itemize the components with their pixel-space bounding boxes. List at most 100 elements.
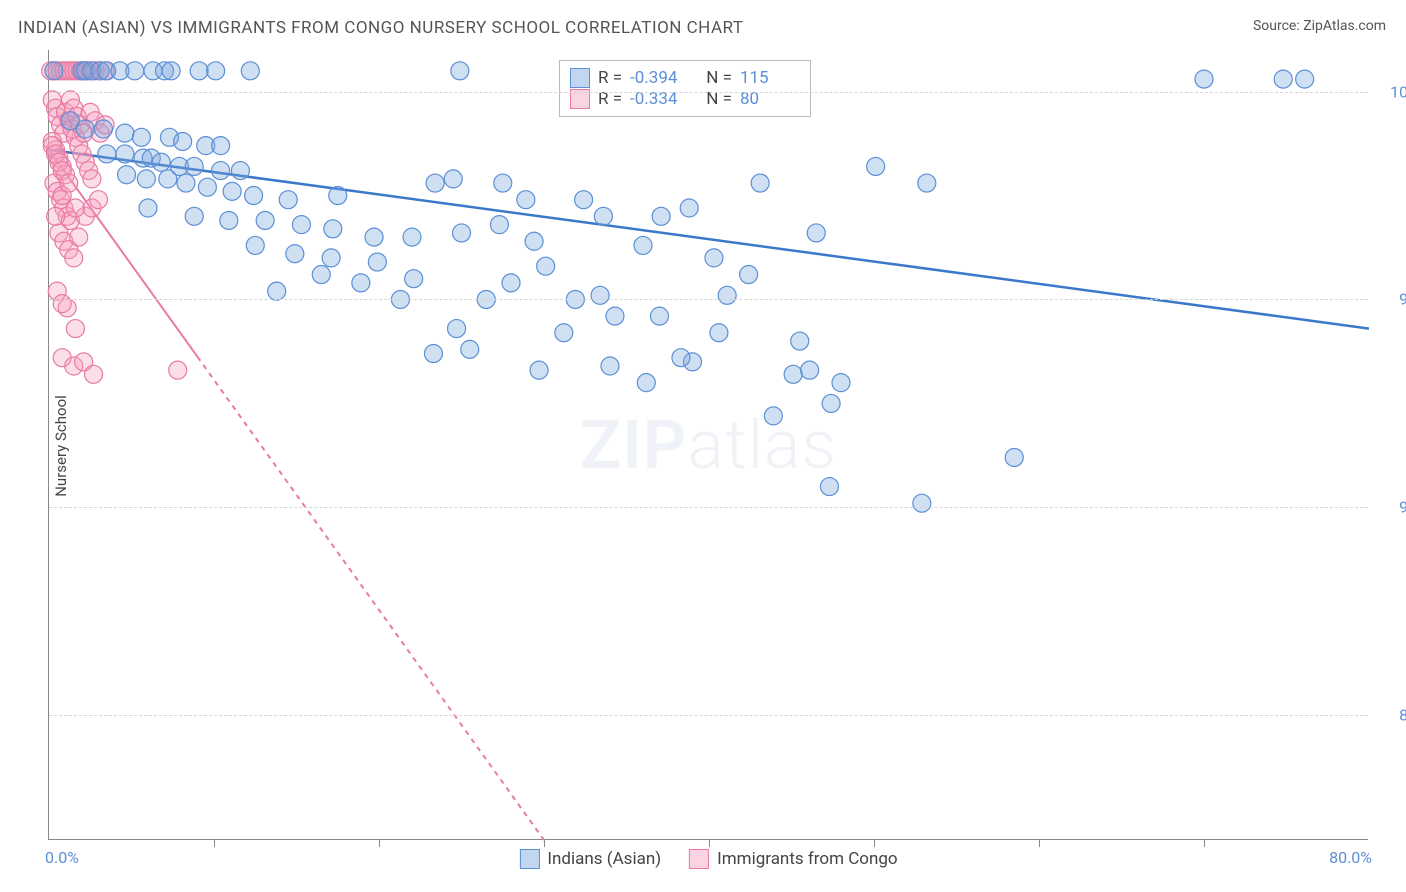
data-point [918, 174, 936, 192]
data-point [606, 307, 624, 325]
data-point [637, 374, 655, 392]
data-point [279, 191, 297, 209]
chart-title: INDIAN (ASIAN) VS IMMIGRANTS FROM CONGO … [18, 18, 744, 38]
x-tick [544, 839, 545, 847]
x-tick [379, 839, 380, 847]
chart-container: INDIAN (ASIAN) VS IMMIGRANTS FROM CONGO … [0, 0, 1406, 892]
data-point [1005, 448, 1023, 466]
data-point [594, 207, 612, 225]
data-point [83, 170, 101, 188]
data-point [53, 295, 71, 313]
data-point [174, 132, 192, 150]
data-point [502, 274, 520, 292]
data-point [791, 332, 809, 350]
data-point [822, 394, 840, 412]
y-tick-label: 85.0% [1378, 706, 1406, 725]
data-point [537, 257, 555, 275]
stats-n-label: N = [706, 68, 732, 88]
data-point [159, 170, 177, 188]
data-point [116, 145, 134, 163]
data-point [212, 137, 230, 155]
data-point [601, 357, 619, 375]
data-point [137, 170, 155, 188]
trend-line [198, 357, 545, 840]
data-point [530, 361, 548, 379]
data-point [634, 236, 652, 254]
data-point [152, 153, 170, 171]
data-point [185, 207, 203, 225]
data-point [867, 157, 885, 175]
data-point [807, 224, 825, 242]
data-point [169, 361, 187, 379]
data-point [85, 365, 103, 383]
data-point [139, 199, 157, 217]
data-point [116, 124, 134, 142]
data-point [913, 494, 931, 512]
data-point [94, 120, 112, 138]
data-point [241, 62, 259, 80]
data-point [718, 286, 736, 304]
data-point [245, 187, 263, 205]
data-point [1296, 70, 1314, 88]
data-point [651, 307, 669, 325]
x-end-label: 80.0% [1329, 848, 1372, 867]
plot-area: ZIPatlas R = -0.394 N = 115 R = -0.334 N… [48, 50, 1368, 840]
data-point [1274, 70, 1292, 88]
data-point [405, 270, 423, 288]
data-point [220, 211, 238, 229]
data-point [426, 174, 444, 192]
data-point [352, 274, 370, 292]
data-point [740, 266, 758, 284]
data-point [453, 224, 471, 242]
data-point [710, 324, 728, 342]
x-tick [709, 839, 710, 847]
data-point [312, 266, 330, 284]
stats-box: R = -0.394 N = 115 R = -0.334 N = 80 [559, 60, 811, 117]
bottom-legend: Indians (Asian) Immigrants from Congo [519, 849, 897, 869]
gridline [49, 507, 1368, 508]
data-point [292, 216, 310, 234]
stats-n-blue: 115 [740, 68, 796, 88]
data-point [801, 361, 819, 379]
data-point [90, 191, 108, 209]
data-point [444, 170, 462, 188]
stats-r-label: R = [598, 68, 622, 88]
data-point [268, 282, 286, 300]
data-point [98, 145, 116, 163]
data-point [329, 187, 347, 205]
legend-label-blue: Indians (Asian) [547, 849, 661, 869]
data-point [185, 157, 203, 175]
gridline [49, 92, 1368, 93]
stats-r-blue: -0.394 [630, 68, 686, 88]
data-point [286, 245, 304, 263]
data-point [365, 228, 383, 246]
x-tick [1039, 839, 1040, 847]
data-point [494, 174, 512, 192]
x-tick [1204, 839, 1205, 847]
swatch-blue-icon [570, 68, 590, 88]
data-point [575, 191, 593, 209]
y-tick-label: 100.0% [1378, 82, 1406, 101]
data-point [764, 407, 782, 425]
data-point [212, 162, 230, 180]
data-point [132, 128, 150, 146]
data-point [47, 207, 65, 225]
data-point [118, 166, 136, 184]
y-tick-label: 95.0% [1378, 290, 1406, 309]
data-point [555, 324, 573, 342]
data-point [680, 199, 698, 217]
data-point [66, 320, 84, 338]
data-point [461, 340, 479, 358]
data-point [403, 228, 421, 246]
data-point [322, 249, 340, 267]
data-point [223, 182, 241, 200]
data-point [66, 199, 84, 217]
data-point [256, 211, 274, 229]
data-point [448, 320, 466, 338]
data-point [705, 249, 723, 267]
data-point [832, 374, 850, 392]
swatch-pink-icon [689, 849, 709, 869]
gridline [49, 715, 1368, 716]
legend-item-pink: Immigrants from Congo [689, 849, 897, 869]
data-point [198, 178, 216, 196]
